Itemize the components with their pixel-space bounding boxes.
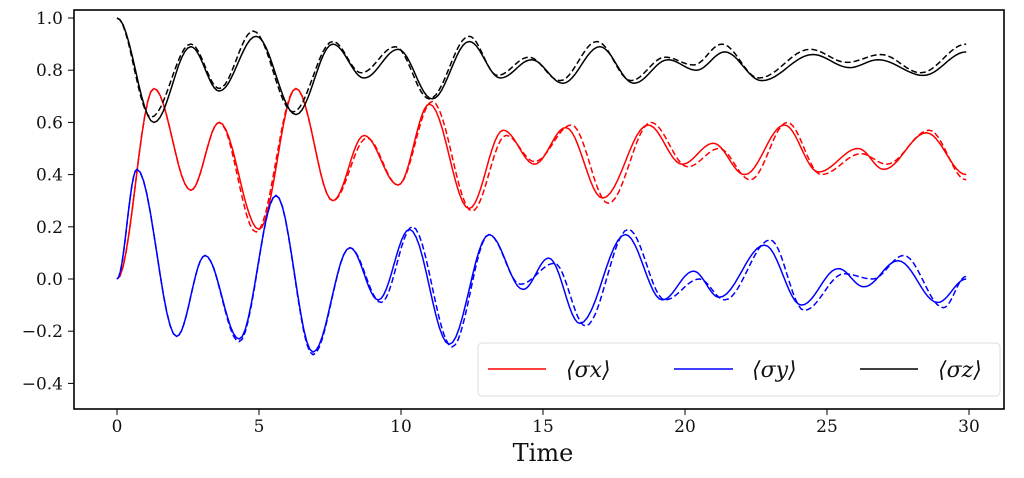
series-sx-dashed: [116, 87, 967, 280]
plot-frame: [73, 9, 1005, 410]
y-tick-label: −0.4: [22, 374, 63, 394]
series-sz-dashed: [116, 17, 967, 119]
y-tick-label: −0.2: [22, 322, 63, 342]
legend-label-sy: ⟨σy⟩: [752, 358, 797, 383]
y-axis: −0.4 −0.2 0.0 0.2 0.4 0.6 0.8 1.0: [22, 9, 74, 394]
x-tick-label: 10: [390, 417, 412, 437]
y-tick-label: 1.0: [36, 9, 63, 29]
series-lines: [116, 17, 967, 356]
x-tick-label: 30: [958, 417, 980, 437]
x-tick-label: 5: [254, 417, 265, 437]
series-sx-solid: [116, 87, 967, 280]
y-tick-label: 0.4: [36, 166, 63, 186]
y-tick-label: 0.8: [36, 61, 63, 81]
x-axis: 0 5 10 15 20 25 30: [112, 409, 980, 437]
series-sy-dashed: [116, 168, 967, 356]
x-tick-label: 0: [112, 417, 123, 437]
legend: ⟨σx⟩ ⟨σy⟩ ⟨σz⟩: [477, 342, 1001, 397]
legend-label-sx: ⟨σx⟩: [566, 358, 611, 383]
legend-label-sz: ⟨σz⟩: [938, 358, 982, 383]
x-tick-label: 15: [532, 417, 554, 437]
y-tick-label: 0.6: [36, 113, 63, 133]
x-tick-label: 25: [816, 417, 838, 437]
x-tick-label: 20: [674, 417, 696, 437]
y-tick-label: 0.0: [36, 270, 63, 290]
series-sz-solid: [116, 17, 967, 124]
y-tick-label: 0.2: [36, 218, 63, 238]
x-axis-label: Time: [513, 439, 574, 467]
legend-box: [477, 342, 1001, 397]
